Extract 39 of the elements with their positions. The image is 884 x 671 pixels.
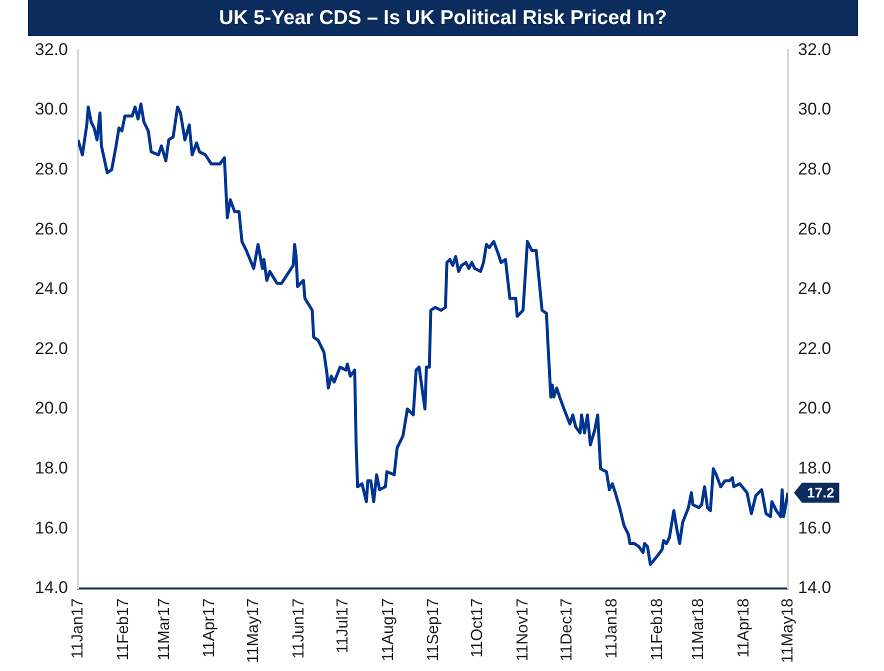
y-tick-label: 32.0 xyxy=(34,40,68,59)
y-tick-label: 24.0 xyxy=(34,279,68,298)
y-tick-label: 16.0 xyxy=(34,518,68,538)
y-tick-label: 30.0 xyxy=(34,100,68,119)
x-tick-label: 11Jan18 xyxy=(604,598,621,659)
chart-title: UK 5-Year CDS – Is UK Political Risk Priced In? xyxy=(28,0,858,36)
x-tick-label: 11Feb18 xyxy=(649,598,666,660)
x-tick-label: 11Dec17 xyxy=(558,598,576,662)
y2-tick-label: 24.0 xyxy=(798,279,832,298)
y-tick-label: 14.0 xyxy=(34,578,68,598)
x-tick-label: 11Aug17 xyxy=(380,598,397,662)
y-tick-label: 22.0 xyxy=(34,338,68,358)
y2-tick-label: 22.0 xyxy=(798,338,832,358)
y2-tick-label: 32.0 xyxy=(798,40,832,59)
x-tick-label: 11Mar17 xyxy=(156,598,173,660)
y-tick-label: 18.0 xyxy=(34,458,68,478)
y-tick-label: 26.0 xyxy=(34,219,68,238)
x-tick-label: 11Feb17 xyxy=(114,598,132,660)
x-tick-label: 11Apr17 xyxy=(201,598,218,658)
x-tick-label: 11May17 xyxy=(245,598,262,664)
y2-tick-label: 20.0 xyxy=(798,398,832,418)
x-tick-label: 11Jan17 xyxy=(69,598,86,659)
y2-tick-label: 16.0 xyxy=(798,518,832,538)
x-tick-label: 11Jul17 xyxy=(334,598,352,654)
x-tick-label: 11May18 xyxy=(779,598,796,664)
y-tick-label: 28.0 xyxy=(34,159,68,178)
y-tick-label: 20.0 xyxy=(34,398,68,418)
y2-tick-label: 28.0 xyxy=(798,159,832,178)
x-tick-label: 11Jun17 xyxy=(290,598,308,659)
y2-tick-label: 18.0 xyxy=(798,458,832,478)
y2-tick-label: 26.0 xyxy=(798,219,832,238)
x-tick-label: 11Nov17 xyxy=(514,598,532,662)
x-tick-label: 11Mar18 xyxy=(690,598,708,660)
y2-tick-label: 30.0 xyxy=(798,100,832,119)
x-tick-label: 11Oct17 xyxy=(469,598,486,658)
y2-tick-label: 14.0 xyxy=(798,578,832,598)
annotation: 17.2 xyxy=(807,484,834,501)
x-tick-label: 11Sep17 xyxy=(425,598,442,662)
x-tick-label: 11Apr18 xyxy=(735,598,752,658)
